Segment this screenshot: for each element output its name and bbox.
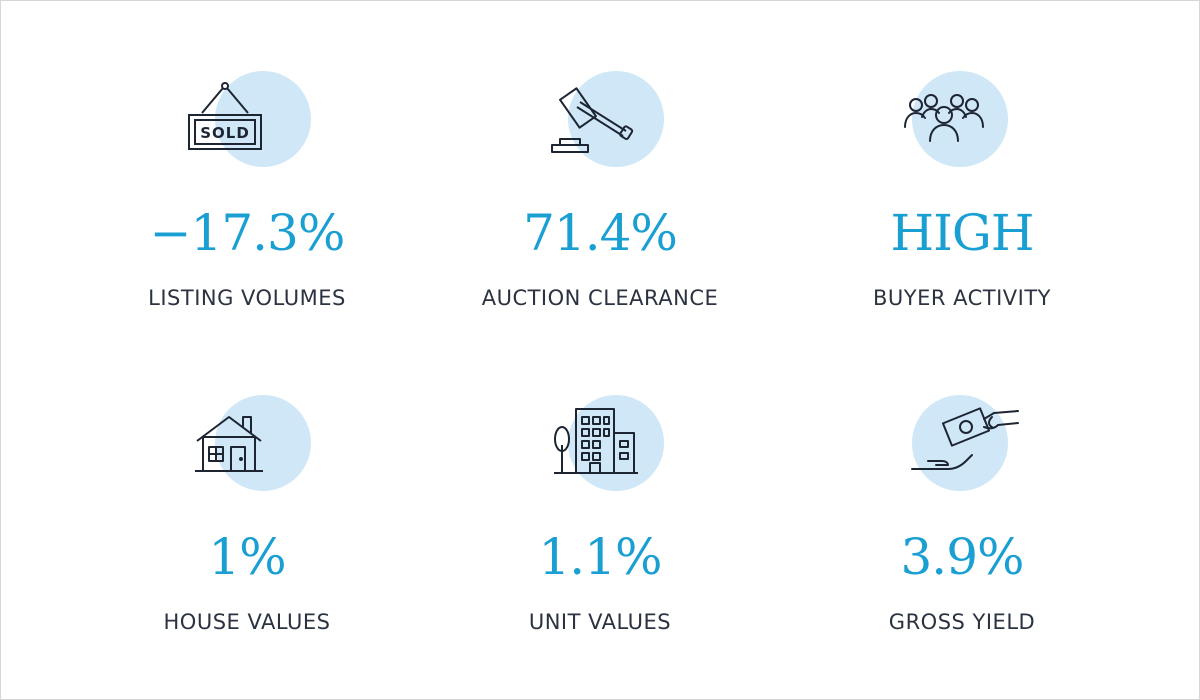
stat-icon-area [420, 395, 780, 505]
stat-icon-area: SOLD [67, 71, 427, 181]
icon-circle [215, 395, 311, 491]
stat-label: AUCTION CLEARANCE [481, 286, 719, 310]
money-hand-icon [908, 405, 1024, 479]
stat-icon-area [420, 71, 780, 181]
apartment-building-icon [550, 405, 640, 479]
stat-label: UNIT VALUES [528, 610, 672, 634]
stat-value: 1% [208, 528, 286, 586]
stat-value: 71.4% [523, 204, 678, 262]
icon-circle [912, 71, 1008, 167]
stat-label: HOUSE VALUES [163, 610, 331, 634]
stat-unit-values: 1.1% UNIT VALUES [420, 395, 780, 685]
stat-value: 3.9% [900, 528, 1024, 586]
stat-gross-yield: 3.9% GROSS YIELD [782, 395, 1142, 685]
stat-icon-area [67, 395, 427, 505]
stat-value: −17.3% [149, 204, 346, 262]
stat-value: 1.1% [538, 528, 662, 586]
stat-label: GROSS YIELD [888, 610, 1036, 634]
sold-sign-icon: SOLD [185, 79, 265, 157]
stat-icon-area [782, 395, 1142, 505]
stat-house-values: 1% HOUSE VALUES [67, 395, 427, 685]
stat-label: BUYER ACTIVITY [872, 286, 1052, 310]
stat-listing-volumes: SOLD −17.3% LISTING VOLUMES [67, 71, 427, 361]
people-group-icon [902, 91, 986, 151]
auction-gavel-icon [548, 85, 640, 155]
stat-icon-area [782, 71, 1142, 181]
stat-auction-clearance: 71.4% AUCTION CLEARANCE [420, 71, 780, 361]
stat-buyer-activity: HIGH BUYER ACTIVITY [782, 71, 1142, 361]
sold-sign-text: SOLD [200, 124, 250, 142]
icon-circle [568, 395, 664, 491]
stat-label: LISTING VOLUMES [148, 286, 346, 310]
house-icon [193, 411, 265, 477]
stat-value: HIGH [890, 204, 1035, 262]
